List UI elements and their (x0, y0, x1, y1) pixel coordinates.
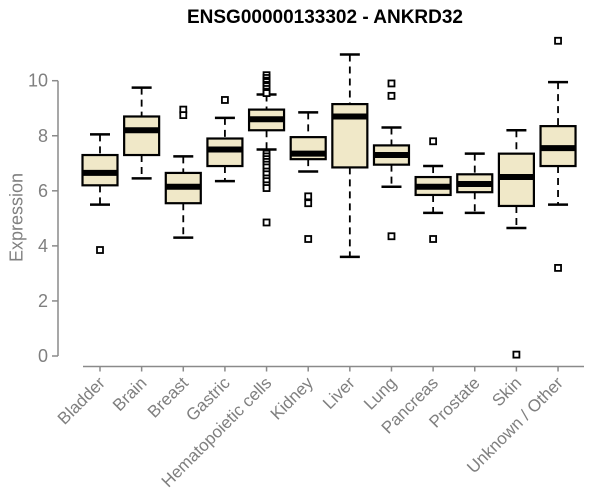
outlier-point (512, 350, 521, 359)
y-tick-label: 4 (38, 236, 48, 256)
box-iqr (123, 115, 161, 157)
outlier-point (304, 192, 313, 201)
outlier-point (387, 79, 396, 88)
y-tick-label: 8 (38, 126, 48, 146)
y-tick-label: 2 (38, 291, 48, 311)
outlier-point (221, 96, 229, 104)
y-tick-label: 10 (28, 71, 48, 91)
outlier-point (96, 246, 104, 254)
chart-title: ENSG00000133302 - ANKRD32 (186, 7, 463, 28)
outlier-point (179, 111, 188, 120)
x-tick-label: Kidney (267, 373, 318, 424)
outlier-point (387, 232, 396, 241)
y-tick-label: 0 (38, 346, 48, 366)
outlier-point (429, 235, 438, 243)
outlier-point (262, 218, 271, 227)
x-tick-label: Skin (488, 373, 525, 410)
y-tick-label: 6 (38, 181, 48, 201)
x-tick-label: Bladder (54, 373, 109, 428)
outlier-point (262, 89, 271, 97)
outlier-point (554, 36, 562, 45)
outlier-point (304, 235, 313, 243)
outlier-point (429, 137, 438, 146)
outlier-point (304, 199, 313, 208)
outlier-point (262, 184, 271, 192)
outlier-point (387, 91, 396, 100)
outlier-point (554, 264, 562, 272)
x-tick-label: Liver (319, 373, 359, 413)
